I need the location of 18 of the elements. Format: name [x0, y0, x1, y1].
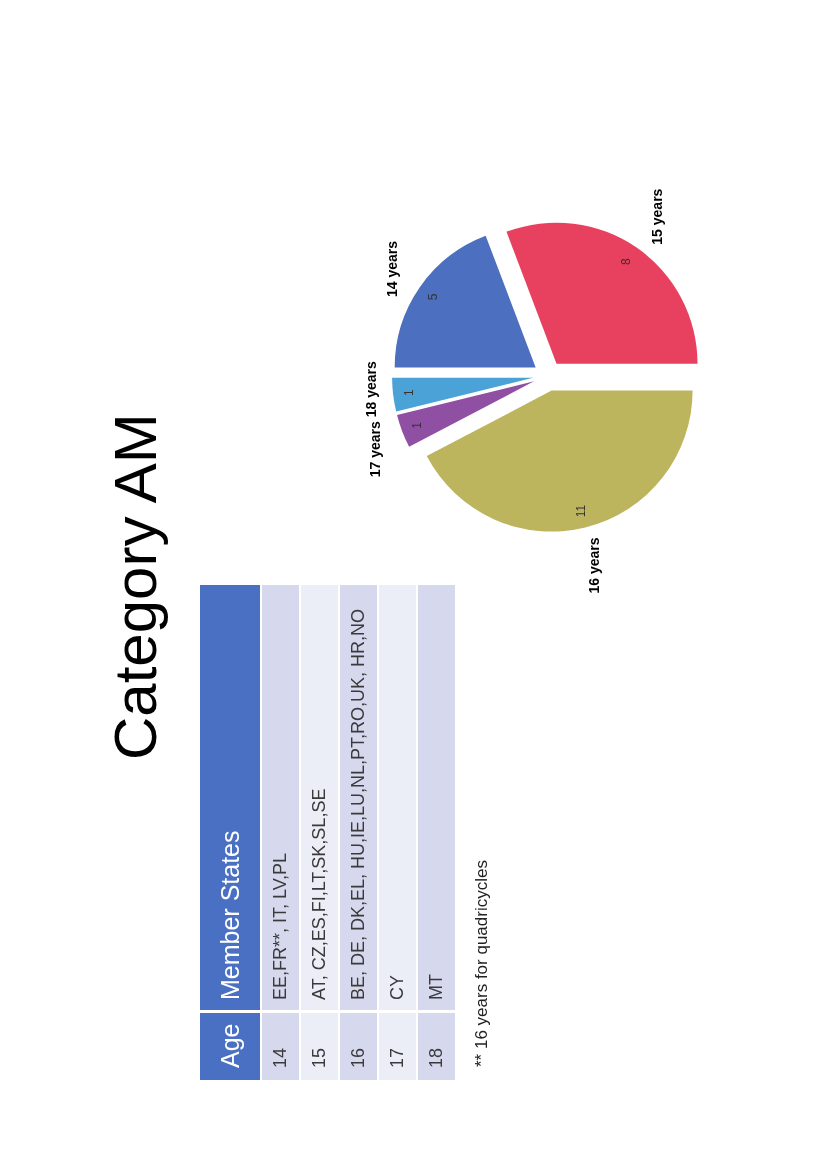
text: Category AM	[102, 413, 169, 760]
data-label: 1	[402, 389, 417, 397]
slice-label: 18 years	[362, 360, 379, 418]
slice-label: 15 years	[648, 188, 665, 245]
text: 16 BE, DE, DK,EL, HU,IE,LU,NL,PT,RO,UK, HR,NO	[340, 585, 377, 1080]
slice-label: 16 years	[585, 537, 602, 594]
data-label: 5	[425, 293, 440, 301]
data-label: 8	[619, 257, 634, 265]
slice-label: 17 years	[367, 421, 384, 478]
text: 15 AT, CZ,ES,FI,LT,SK,SL,SE	[301, 585, 338, 1080]
text: 14 EE,FR**, IT, LV,PL	[262, 585, 299, 1080]
slice-label: 14 years	[383, 240, 400, 297]
data-label: 1	[410, 421, 425, 429]
text: ** 16 years for quadricycles	[472, 860, 491, 1067]
data-label: 11	[573, 504, 588, 518]
text: 17 CY	[379, 585, 416, 1080]
text: Age Member States	[200, 585, 260, 1080]
text: 18 MT	[418, 585, 455, 1080]
